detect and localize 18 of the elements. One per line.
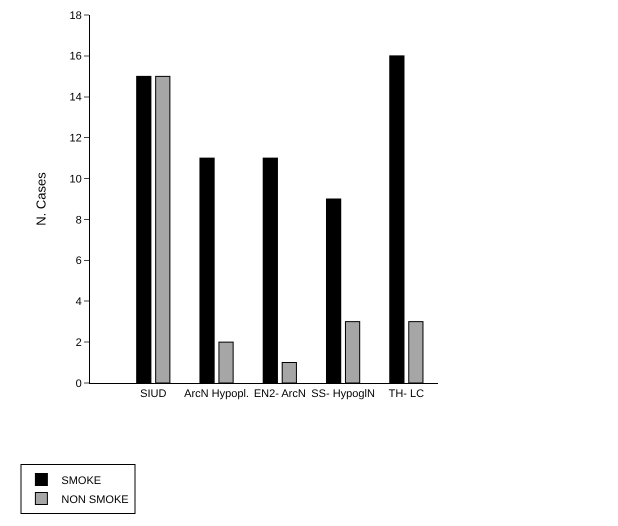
legend-label: SMOKE xyxy=(61,474,102,487)
y-tick-label: 0 xyxy=(76,378,82,390)
y-tick-label: 14 xyxy=(70,92,82,104)
y-axis-title: N. Cases xyxy=(34,172,48,226)
y-tick-label: 8 xyxy=(76,214,82,226)
x-tick-label: EN2- ArcN xyxy=(254,388,306,400)
legend-label: NON SMOKE xyxy=(61,494,129,506)
x-tick-label: TH- LC xyxy=(388,388,424,400)
y-tick-label: 12 xyxy=(70,132,82,145)
y-tick-label: 4 xyxy=(76,296,82,308)
y-tick-label: 18 xyxy=(70,10,82,22)
y-tick-label: 16 xyxy=(70,50,82,63)
x-tick-label: ArcN Hypopl. xyxy=(184,388,249,400)
y-tick-label: 6 xyxy=(76,255,82,268)
y-tick-label: 2 xyxy=(76,336,82,349)
x-tick-label: SS- HypoglN xyxy=(311,388,375,400)
y-tick-label: 10 xyxy=(70,173,82,186)
x-tick-label: SIUD xyxy=(140,388,166,400)
